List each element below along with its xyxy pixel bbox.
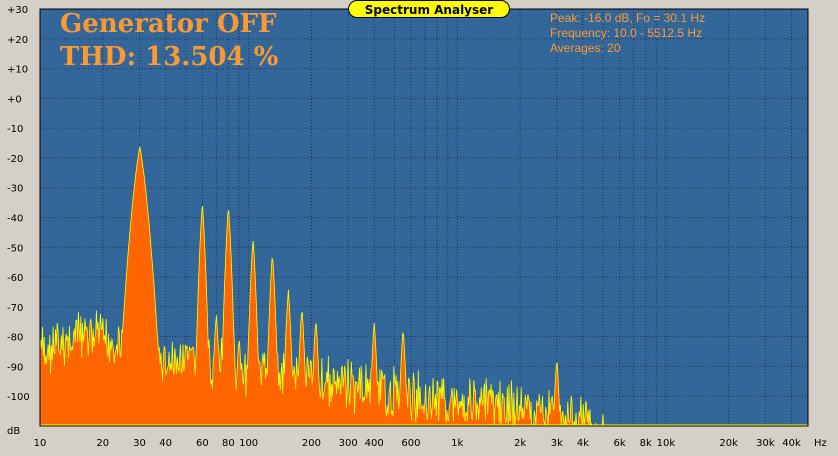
x-tick-label: 10k — [657, 438, 676, 449]
y-tick-label: -50 — [7, 243, 23, 254]
generator-status: Generator OFF — [60, 9, 277, 39]
x-tick-label: 60 — [196, 438, 209, 449]
x-tick-label: 40 — [159, 438, 172, 449]
x-unit-label: Hz — [814, 438, 827, 449]
x-tick-label: 30 — [133, 438, 146, 449]
x-tick-label: 400 — [365, 438, 384, 449]
x-tick-label: 20k — [719, 438, 738, 449]
x-tick-label: 100 — [239, 438, 258, 449]
y-tick-label: -80 — [7, 333, 23, 344]
x-tick-label: 3k — [551, 438, 563, 449]
x-tick-label: 300 — [339, 438, 358, 449]
y-axis-ticks: +30 +20 +10 +0 -10 -20 -30 -40 -50 -60 -70 -80 -90 -1… — [7, 5, 30, 403]
peak-readout: Peak: -16.0 dB, Fo = 30.1 Hz — [550, 11, 705, 25]
y-tick-label: -20 — [7, 154, 23, 165]
x-tick-label: 4k — [577, 438, 589, 449]
spectrum-line — [40, 146, 612, 426]
x-tick-label: 40k — [782, 438, 801, 449]
averages-readout: Averages: 20 — [550, 41, 621, 55]
x-tick-label: 200 — [302, 438, 321, 449]
y-tick-label: +30 — [7, 5, 28, 16]
window-title[interactable]: Spectrum Analyser — [348, 0, 510, 18]
x-tick-label: 80 — [222, 438, 235, 449]
y-tick-label: +20 — [7, 35, 28, 46]
x-tick-label: 30k — [756, 438, 775, 449]
y-tick-label: -90 — [7, 362, 23, 373]
x-tick-label: 6k — [614, 438, 626, 449]
frequency-readout: Frequency: 10.0 - 5512.5 Hz — [550, 26, 702, 40]
x-tick-label: 10 — [34, 438, 47, 449]
y-tick-label: -60 — [7, 273, 23, 284]
spectrum-series — [40, 146, 808, 426]
y-tick-label: +0 — [7, 94, 22, 105]
y-tick-label: -30 — [7, 184, 23, 195]
y-tick-label: -40 — [7, 214, 23, 225]
y-unit-label: dB — [7, 426, 20, 437]
x-tick-label: 2k — [514, 438, 526, 449]
y-tick-label: -100 — [7, 392, 30, 403]
x-tick-label: 20 — [96, 438, 109, 449]
y-tick-label: +10 — [7, 65, 28, 76]
y-tick-label: -10 — [7, 124, 23, 135]
x-axis-ticks: 10 20 30 40 60 80 100 200 300 400 600 1k 2k 3k 4k 6k 8k 1… — [34, 438, 801, 449]
x-tick-label: 8k — [640, 438, 652, 449]
thd-readout: THD: 13.504 % — [60, 42, 279, 72]
x-tick-label: 600 — [401, 438, 420, 449]
x-tick-label: 1k — [451, 438, 463, 449]
y-tick-label: -70 — [7, 303, 23, 314]
